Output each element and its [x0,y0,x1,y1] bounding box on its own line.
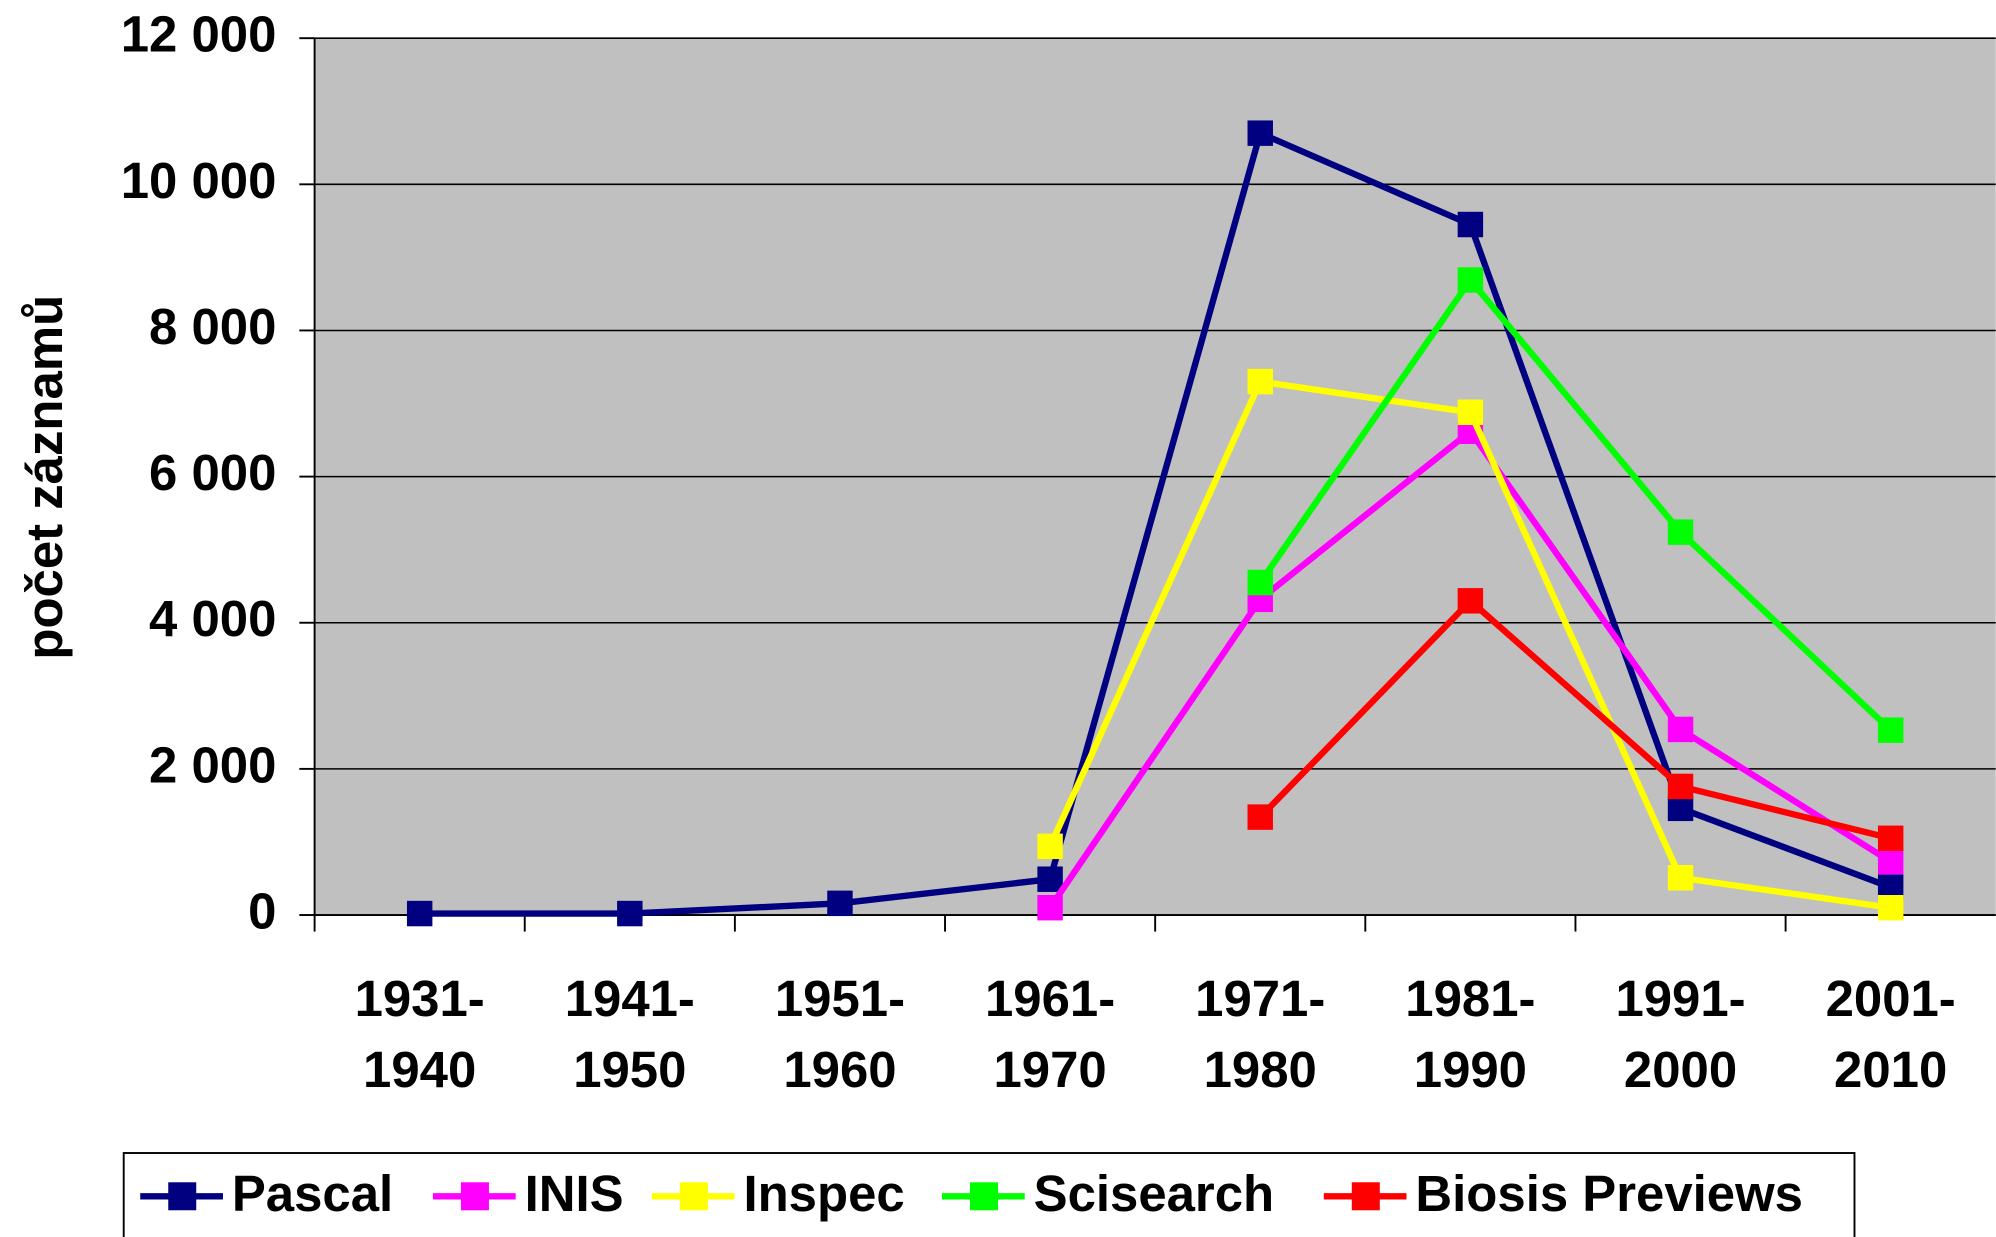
series-line [1257,597,1892,842]
data-point [1877,848,1904,875]
data-point [827,890,853,917]
legend-label: INIS [525,1165,624,1222]
y-tick-label: 2 000 [149,736,276,793]
data-point [1247,804,1273,830]
data-point [1457,399,1484,426]
x-tick-label: 1981-1990 [1405,970,1535,1098]
x-tick-label: 1971-1980 [1195,970,1325,1098]
x-tick-label: 1991-2000 [1615,970,1745,1098]
data-point [1037,866,1063,892]
data-point [1667,773,1694,800]
y-tick-label: 4 000 [149,590,276,647]
data-point [1457,211,1484,238]
y-tick-label: 10 000 [121,152,277,209]
y-tick-label: 0 [248,882,276,939]
x-tick-label: 1961-1970 [985,970,1115,1098]
data-point [1877,717,1904,743]
y-axis-label: počet záznamů [16,295,73,660]
legend-label: Inspec [743,1165,904,1222]
legend-marker [168,1182,197,1211]
x-tick-label: 1931-1940 [355,970,485,1098]
legend-label: Pascal [232,1165,393,1222]
data-point [1877,894,1904,921]
legend-marker [679,1182,708,1211]
data-point [1457,267,1484,293]
legend-label: Biosis Previews [1415,1165,1803,1222]
data-point [1667,519,1694,545]
x-tick-label: 1951-1960 [775,970,905,1098]
x-tick-label: 1941-1950 [565,970,695,1098]
y-tick-label: 6 000 [149,444,276,501]
data-point [1037,894,1063,921]
data-point [1247,569,1273,596]
data-point [1457,588,1484,614]
data-point [1247,368,1273,395]
legend-marker [1351,1182,1380,1211]
series-line [419,129,1892,917]
data-point [1667,865,1694,891]
y-tick-label: 12 000 [121,6,277,63]
data-point [617,900,643,927]
legend-marker [970,1182,998,1211]
legend-label: Scisearch [1034,1165,1275,1222]
data-point [1037,833,1063,860]
data-point [1877,825,1904,852]
data-point [1667,716,1694,743]
legend-marker [460,1182,489,1211]
data-point [406,900,433,927]
y-tick-label: 8 000 [149,298,276,355]
data-point [1247,120,1273,146]
x-tick-label: 2001-2010 [1826,970,1956,1098]
data-point [1667,795,1694,822]
series-line [1257,276,1893,733]
